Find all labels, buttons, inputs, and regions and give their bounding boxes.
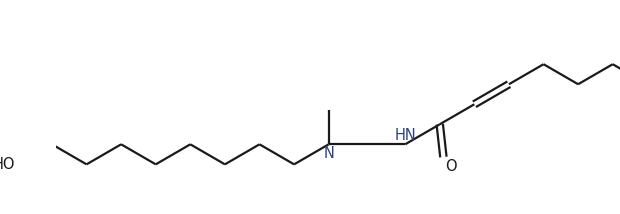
Text: N: N xyxy=(323,146,334,161)
Text: HN: HN xyxy=(394,128,416,143)
Text: O: O xyxy=(445,159,457,174)
Text: HO: HO xyxy=(0,157,15,172)
